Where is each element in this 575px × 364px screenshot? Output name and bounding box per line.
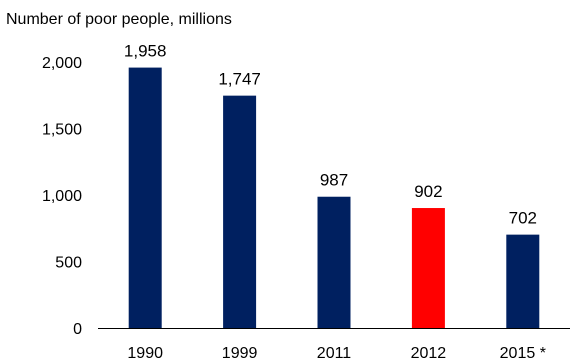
bar-2011 bbox=[317, 196, 351, 328]
y-tick-label: 0 bbox=[73, 321, 82, 338]
bar-2015 bbox=[506, 234, 540, 328]
x-tick-label: 2012 bbox=[411, 345, 447, 362]
bars bbox=[128, 67, 540, 328]
x-tick-label: 2011 bbox=[317, 345, 352, 362]
x-tick-label: 1999 bbox=[222, 345, 258, 362]
data-labels: 1,958 1,747 987 902 702 bbox=[124, 42, 537, 228]
chart-title: Number of poor people, millions bbox=[6, 11, 232, 28]
data-label: 987 bbox=[320, 171, 348, 190]
data-label: 1,958 bbox=[124, 42, 167, 61]
x-tick-label: 1990 bbox=[127, 345, 163, 362]
y-axis-labels: 0 500 1,000 1,500 2,000 bbox=[42, 55, 82, 338]
y-tick-label: 2,000 bbox=[42, 55, 82, 72]
x-axis-labels: 1990 1999 2011 2012 2015 * bbox=[127, 345, 546, 362]
data-label: 902 bbox=[414, 182, 442, 201]
y-tick-label: 1,000 bbox=[42, 188, 82, 205]
x-tick-label: 2015 * bbox=[500, 345, 546, 362]
bar-1990 bbox=[128, 67, 162, 328]
y-tick-label: 1,500 bbox=[42, 122, 82, 139]
data-label: 702 bbox=[509, 209, 537, 228]
y-tick-label: 500 bbox=[55, 255, 82, 272]
data-label: 1,747 bbox=[218, 70, 261, 89]
bar-1999 bbox=[223, 95, 257, 328]
bar-2012 bbox=[411, 208, 445, 328]
